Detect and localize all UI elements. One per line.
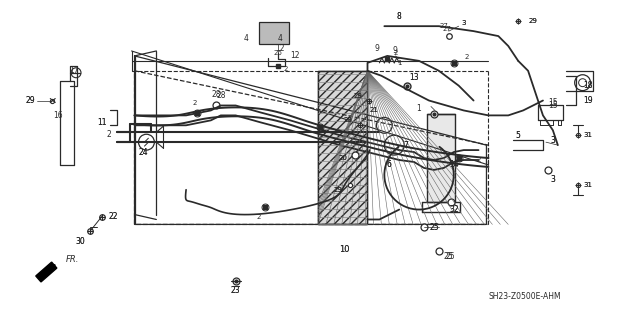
Text: 31: 31 — [583, 182, 592, 188]
Text: 8: 8 — [397, 12, 402, 21]
Text: 11: 11 — [97, 118, 107, 127]
Text: 6: 6 — [387, 160, 392, 170]
Text: 24: 24 — [139, 148, 148, 156]
Text: 32: 32 — [449, 205, 459, 214]
Text: 22: 22 — [109, 212, 118, 221]
Text: 23: 23 — [231, 286, 241, 295]
Text: 29: 29 — [529, 18, 538, 24]
Text: 20: 20 — [339, 155, 347, 161]
Text: 1: 1 — [397, 60, 402, 66]
Text: 12: 12 — [290, 52, 300, 60]
Text: 13: 13 — [409, 73, 419, 82]
Text: 2: 2 — [256, 213, 260, 220]
Text: 13: 13 — [409, 73, 419, 82]
Text: 2: 2 — [476, 157, 480, 163]
Text: 31: 31 — [583, 132, 592, 138]
Text: 3: 3 — [461, 20, 466, 26]
Text: 29: 29 — [529, 18, 538, 24]
Bar — [427, 114, 454, 202]
FancyArrow shape — [36, 262, 57, 282]
Text: 30: 30 — [75, 237, 85, 246]
Text: 18: 18 — [583, 81, 592, 90]
Text: FR.: FR. — [66, 255, 79, 264]
Text: 12: 12 — [275, 44, 285, 53]
Text: 26: 26 — [274, 50, 283, 56]
Text: 21: 21 — [370, 108, 379, 113]
Text: 29: 29 — [353, 92, 362, 99]
Text: 17: 17 — [69, 66, 79, 75]
Text: 7: 7 — [404, 140, 409, 150]
Text: 29: 29 — [353, 92, 362, 99]
FancyBboxPatch shape — [259, 22, 289, 44]
Text: 32: 32 — [449, 205, 459, 214]
Text: 18: 18 — [583, 81, 592, 90]
Text: 3: 3 — [551, 136, 556, 145]
Text: 16: 16 — [53, 111, 63, 120]
Text: 2: 2 — [193, 100, 197, 106]
Text: 11: 11 — [97, 118, 107, 127]
Text: 2: 2 — [464, 54, 469, 60]
Text: 4: 4 — [278, 34, 283, 43]
Text: 3: 3 — [551, 175, 556, 184]
Text: 15: 15 — [548, 101, 557, 110]
Bar — [318, 71, 368, 224]
Text: 9: 9 — [393, 46, 397, 55]
Text: 29: 29 — [343, 117, 352, 123]
Text: 14: 14 — [449, 160, 459, 170]
Text: 27: 27 — [442, 26, 451, 32]
Text: 5: 5 — [516, 131, 521, 140]
Text: 24: 24 — [139, 148, 148, 156]
Text: 25: 25 — [429, 223, 439, 232]
Text: 21: 21 — [370, 108, 379, 113]
Text: 2: 2 — [107, 130, 111, 139]
Text: 29: 29 — [25, 96, 35, 105]
Text: 6: 6 — [387, 160, 392, 170]
Text: 31: 31 — [583, 182, 592, 188]
Text: 9: 9 — [375, 44, 380, 53]
Text: 2: 2 — [317, 134, 322, 140]
Text: 8: 8 — [397, 12, 402, 21]
Text: 29: 29 — [25, 96, 35, 105]
Text: 19: 19 — [583, 96, 592, 105]
Text: 22: 22 — [109, 212, 118, 221]
Text: 2: 2 — [393, 50, 397, 56]
Bar — [318, 71, 368, 224]
Text: SH23-Z0500E-AHM: SH23-Z0500E-AHM — [489, 292, 561, 301]
Text: 29: 29 — [334, 187, 342, 193]
Text: 14: 14 — [449, 160, 459, 170]
Text: 19: 19 — [583, 96, 592, 105]
Text: 28: 28 — [216, 91, 226, 100]
Text: 20: 20 — [339, 155, 347, 161]
Text: 5: 5 — [516, 131, 521, 140]
Text: 27: 27 — [440, 23, 448, 29]
Text: 3: 3 — [461, 20, 466, 26]
Text: 4: 4 — [244, 34, 249, 43]
Text: 25: 25 — [429, 223, 439, 232]
Text: 30: 30 — [75, 237, 85, 246]
Text: 31: 31 — [583, 132, 592, 138]
Text: 2: 2 — [283, 66, 288, 72]
Text: 28: 28 — [211, 90, 221, 99]
Text: 29: 29 — [343, 117, 352, 123]
Text: 3: 3 — [551, 136, 556, 145]
Text: 7: 7 — [404, 140, 409, 150]
Text: 10: 10 — [339, 245, 350, 254]
Text: 10: 10 — [339, 245, 350, 254]
Text: 29: 29 — [334, 187, 342, 193]
Text: 15: 15 — [548, 98, 557, 107]
Text: 25: 25 — [444, 252, 454, 261]
Text: 3: 3 — [551, 175, 556, 184]
Text: 23: 23 — [231, 286, 241, 295]
Text: 25: 25 — [446, 252, 456, 261]
Text: 1: 1 — [417, 104, 422, 113]
